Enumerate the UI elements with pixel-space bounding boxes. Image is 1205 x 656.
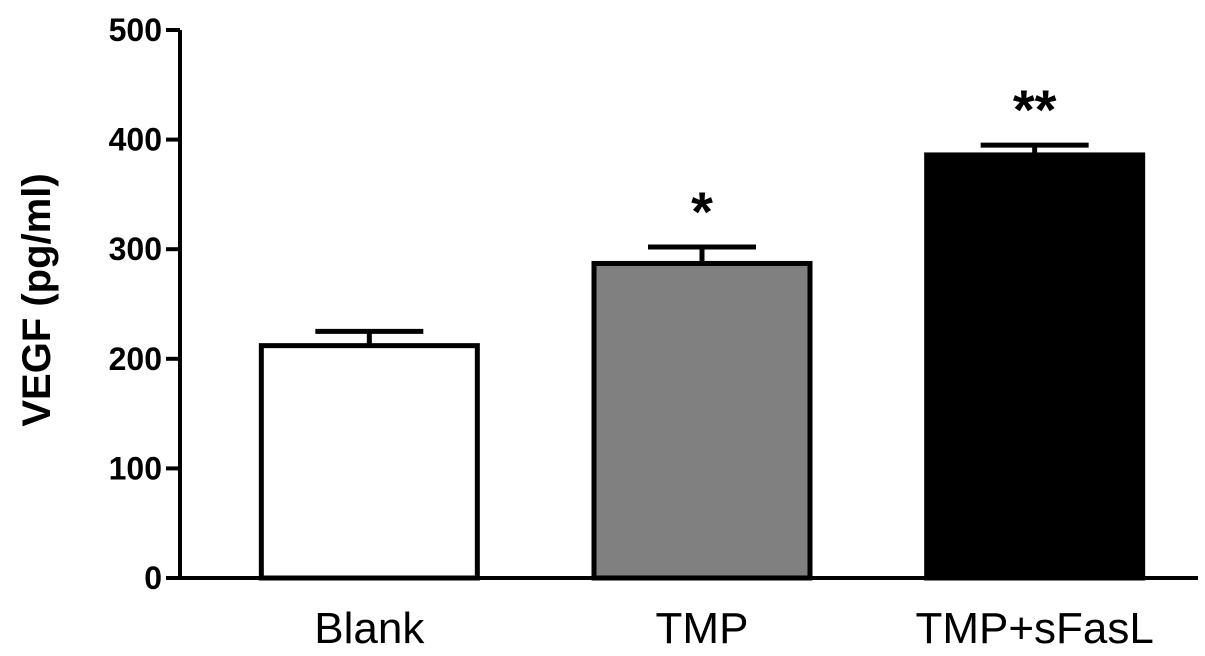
bars: ***	[258, 78, 1146, 581]
y-tick-label: 300	[109, 231, 162, 267]
bar	[591, 260, 813, 581]
significance-marker: *	[691, 180, 713, 243]
x-tick-label: TMP	[656, 604, 749, 653]
bar	[258, 343, 480, 581]
bar	[924, 152, 1146, 581]
y-tick-label: 0	[144, 560, 162, 596]
y-tick-label: 400	[109, 122, 162, 158]
significance-marker: **	[1013, 78, 1057, 141]
y-tick-label: 200	[109, 341, 162, 377]
y-tick-label: 500	[109, 12, 162, 48]
y-tick-label: 100	[109, 450, 162, 486]
y-ticks: 0 100 200 300 400 500	[109, 12, 180, 596]
x-tick-labels: Blank TMP TMP+sFasL	[314, 604, 1154, 653]
x-tick-label: TMP+sFasL	[915, 604, 1153, 653]
y-axis-label: VEGF (pg/ml)	[15, 173, 59, 426]
x-tick-label: Blank	[314, 604, 425, 653]
